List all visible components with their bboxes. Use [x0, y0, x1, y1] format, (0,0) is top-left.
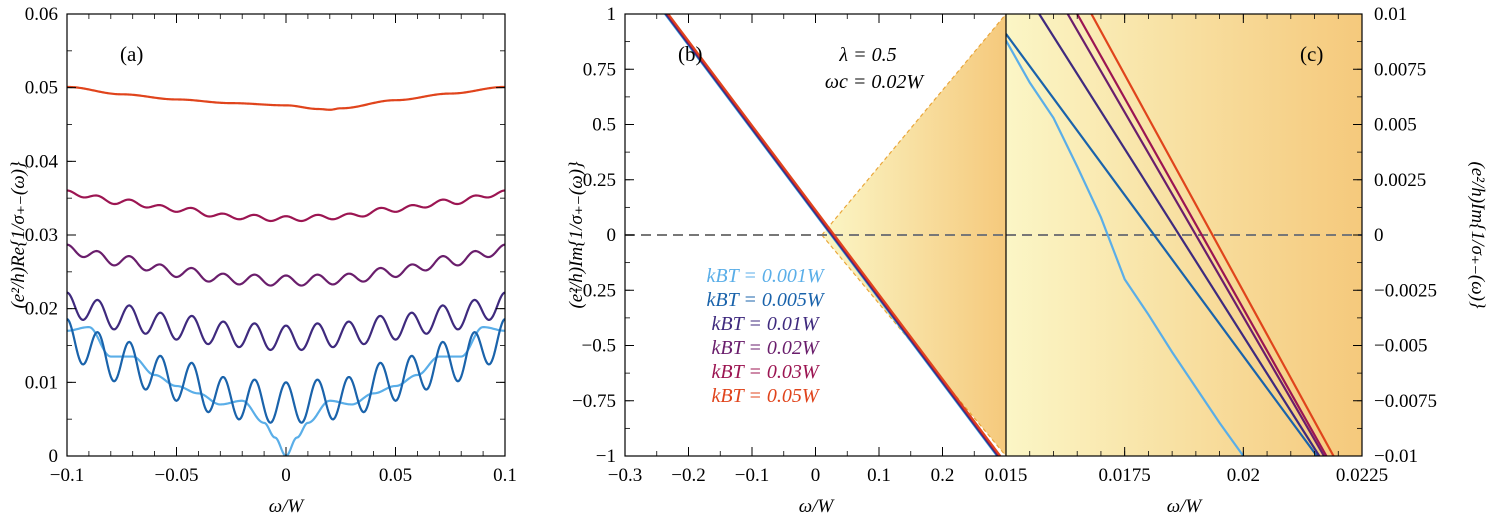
legend-item-003: kBT = 0.03W	[711, 361, 820, 383]
y-tick-label: 0	[1374, 225, 1384, 246]
panel-a-label: (a)	[120, 42, 143, 66]
series-line-c-4	[1076, 14, 1328, 456]
x-tick-label: −0.1	[735, 465, 769, 486]
panel-b-label: (b)	[678, 42, 703, 66]
y-tick-label: 0.06	[25, 4, 58, 25]
x-tick-label: 0.02	[1227, 465, 1260, 486]
panel-c: 0.015 0.0175 0.02 0.0225−0.01 −0.0075 −0.005 −…	[985, 4, 1488, 517]
y-tick-label: 0.0025	[1374, 170, 1426, 191]
y-tick-label: −1	[596, 446, 616, 467]
x-tick-label: 0.0175	[1099, 465, 1151, 486]
y-tick-label: 0	[49, 446, 59, 467]
series-line-a-4	[67, 189, 505, 223]
x-tick-label: 0.1	[867, 465, 891, 486]
legend-item-0001: kBT = 0.001W	[706, 265, 825, 287]
panel-c-xlabel: ω/W	[1167, 496, 1204, 517]
y-tick-label: 0.75	[583, 59, 616, 80]
series-line-a-3	[67, 243, 505, 287]
y-tick-label: 0.03	[25, 225, 58, 246]
legend-item-005: kBT = 0.05W	[711, 385, 820, 407]
x-tick-label: 0.0225	[1336, 465, 1388, 486]
annotation-omega-c: ωc = 0.02W	[825, 71, 925, 93]
series-line-a-1	[67, 318, 505, 424]
legend: kBT = 0.001W kBT = 0.005W kBT = 0.01W kB…	[706, 265, 825, 407]
panel-a-frame	[66, 13, 506, 457]
panel-a: −0.1 −0.05 0 0.05 0.1 0 0.01 0.02 0.03 0.04 0.05 0.…	[8, 4, 517, 517]
legend-item-001: kBT = 0.01W	[711, 313, 820, 335]
x-tick-label: −0.3	[608, 465, 642, 486]
y-tick-label: −0.01	[1374, 446, 1418, 467]
annotation-lambda: λ = 0.5	[838, 44, 896, 66]
series-line-a-2	[67, 291, 505, 352]
y-tick-label: −0.0025	[1374, 280, 1437, 301]
x-tick-label: −0.05	[155, 465, 199, 486]
series-line-c-5	[1090, 14, 1335, 456]
panel-a-xlabel: ω/W	[269, 496, 306, 517]
y-tick-label: 0	[607, 225, 617, 246]
panel-b: −0.3 −0.2 −0.1 0 0.1 0.2 −1 −0.75 −0.5 −0.25 0 0.25…	[566, 4, 1007, 517]
x-tick-label: 0	[811, 465, 821, 486]
panel-b-ylabel: (e²/h)Im{1/σ₊₋(ω)}	[566, 161, 587, 308]
y-tick-label: 0.5	[592, 115, 616, 136]
legend-item-002: kBT = 0.02W	[711, 337, 820, 359]
legend-item-0005: kBT = 0.005W	[706, 289, 825, 311]
panel-c-label: (c)	[1300, 42, 1323, 66]
x-tick-label: −0.2	[671, 465, 705, 486]
y-tick-label: −0.005	[1374, 336, 1427, 357]
panel-b-xlabel: ω/W	[799, 496, 836, 517]
x-tick-label: 0.015	[985, 465, 1028, 486]
y-tick-label: 0.01	[25, 372, 58, 393]
series-line-c-0	[1006, 39, 1245, 456]
shade-edge-upper	[821, 14, 1006, 236]
y-tick-label: 0.04	[25, 151, 59, 172]
x-tick-label: 0.1	[493, 465, 517, 486]
x-tick-label: 0.05	[379, 465, 412, 486]
x-tick-label: 0.2	[931, 465, 955, 486]
series-line-c-1	[1006, 33, 1318, 456]
y-tick-label: 0.005	[1374, 115, 1417, 136]
y-tick-label: 0.01	[1374, 4, 1407, 25]
panel-bc-frame	[624, 13, 1363, 457]
y-tick-label: 0.25	[583, 170, 616, 191]
series-line-c-3	[1066, 14, 1325, 456]
panel-c-ylabel: (e²/h)Im{1/σ₊₋(ω)}	[1467, 161, 1488, 308]
y-tick-label: −0.0075	[1374, 391, 1437, 412]
series-line-a-0	[67, 325, 505, 456]
x-tick-label: 0	[281, 465, 291, 486]
series-line-a-5	[67, 85, 505, 111]
series-line-b-5	[667, 14, 1002, 456]
y-tick-label: 0.05	[25, 78, 58, 99]
y-tick-label: −0.5	[582, 336, 616, 357]
y-tick-label: 0.02	[25, 299, 58, 320]
y-tick-label: −0.25	[572, 280, 616, 301]
y-tick-label: 0.0075	[1374, 59, 1426, 80]
panel-a-ylabel: (e²/h)Re{1/σ₊₋(ω)}	[8, 161, 29, 308]
x-tick-label: −0.1	[50, 465, 84, 486]
y-tick-label: 1	[607, 4, 617, 25]
series-line-c-2	[1038, 14, 1321, 456]
y-tick-label: −0.75	[572, 391, 616, 412]
